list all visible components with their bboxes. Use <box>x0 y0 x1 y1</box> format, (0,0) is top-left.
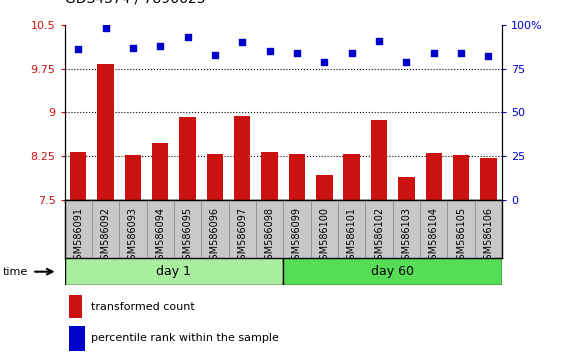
Bar <box>420 200 448 258</box>
Point <box>128 45 137 50</box>
Bar <box>256 200 283 258</box>
Text: GSM586105: GSM586105 <box>456 207 466 266</box>
Bar <box>261 152 278 354</box>
Text: day 1: day 1 <box>157 265 191 278</box>
Point <box>101 25 110 31</box>
Bar <box>398 177 415 354</box>
Point <box>156 43 165 48</box>
Text: GSM586101: GSM586101 <box>347 207 357 266</box>
Bar <box>69 326 85 351</box>
Bar <box>119 200 146 258</box>
Text: GSM586103: GSM586103 <box>401 207 411 266</box>
Point <box>347 50 356 56</box>
Text: percentile rank within the sample: percentile rank within the sample <box>91 333 279 343</box>
Bar <box>65 200 92 258</box>
Point <box>429 50 438 56</box>
Bar <box>152 143 168 354</box>
Point <box>183 34 192 40</box>
Bar <box>125 155 141 354</box>
Bar <box>425 153 442 354</box>
Text: transformed count: transformed count <box>91 302 195 312</box>
Bar <box>65 258 283 285</box>
Text: GSM586099: GSM586099 <box>292 207 302 266</box>
Point <box>320 59 329 64</box>
Text: GSM586102: GSM586102 <box>374 207 384 266</box>
Bar <box>283 200 311 258</box>
Bar <box>475 200 502 258</box>
Bar <box>180 117 196 354</box>
Text: GSM586092: GSM586092 <box>100 207 111 266</box>
Text: GSM586093: GSM586093 <box>128 207 138 266</box>
Point <box>484 53 493 59</box>
Text: GSM586096: GSM586096 <box>210 207 220 266</box>
Text: GSM586095: GSM586095 <box>182 207 192 266</box>
Text: GSM586104: GSM586104 <box>429 207 439 266</box>
Text: GSM586098: GSM586098 <box>265 207 275 266</box>
Text: GSM586097: GSM586097 <box>237 207 247 266</box>
Text: time: time <box>3 267 28 277</box>
Bar <box>206 154 223 354</box>
Bar <box>316 175 333 354</box>
Text: GDS4374 / 7896623: GDS4374 / 7896623 <box>65 0 205 5</box>
Bar <box>229 200 256 258</box>
Point <box>73 46 82 52</box>
Point <box>265 48 274 54</box>
Bar <box>393 200 420 258</box>
Bar <box>448 200 475 258</box>
Bar <box>174 200 201 258</box>
Text: GSM586091: GSM586091 <box>73 207 83 266</box>
Bar <box>283 258 502 285</box>
Bar <box>98 64 114 354</box>
Bar <box>311 200 338 258</box>
Text: GSM586094: GSM586094 <box>155 207 165 266</box>
Bar <box>146 200 174 258</box>
Point <box>292 50 301 56</box>
Point <box>238 40 247 45</box>
Point <box>457 50 466 56</box>
Bar <box>92 200 119 258</box>
Point <box>210 52 219 57</box>
Bar <box>480 158 496 354</box>
Bar <box>201 200 229 258</box>
Text: GSM586106: GSM586106 <box>484 207 494 266</box>
Bar <box>338 200 365 258</box>
Bar <box>69 295 82 318</box>
Point <box>402 59 411 64</box>
Bar <box>365 200 393 258</box>
Bar <box>371 120 387 354</box>
Bar <box>453 155 469 354</box>
Bar <box>343 154 360 354</box>
Text: GSM586100: GSM586100 <box>319 207 329 266</box>
Point <box>375 38 384 44</box>
Text: day 60: day 60 <box>371 265 414 278</box>
Bar <box>234 116 250 354</box>
Bar <box>70 152 86 354</box>
Bar <box>289 154 305 354</box>
